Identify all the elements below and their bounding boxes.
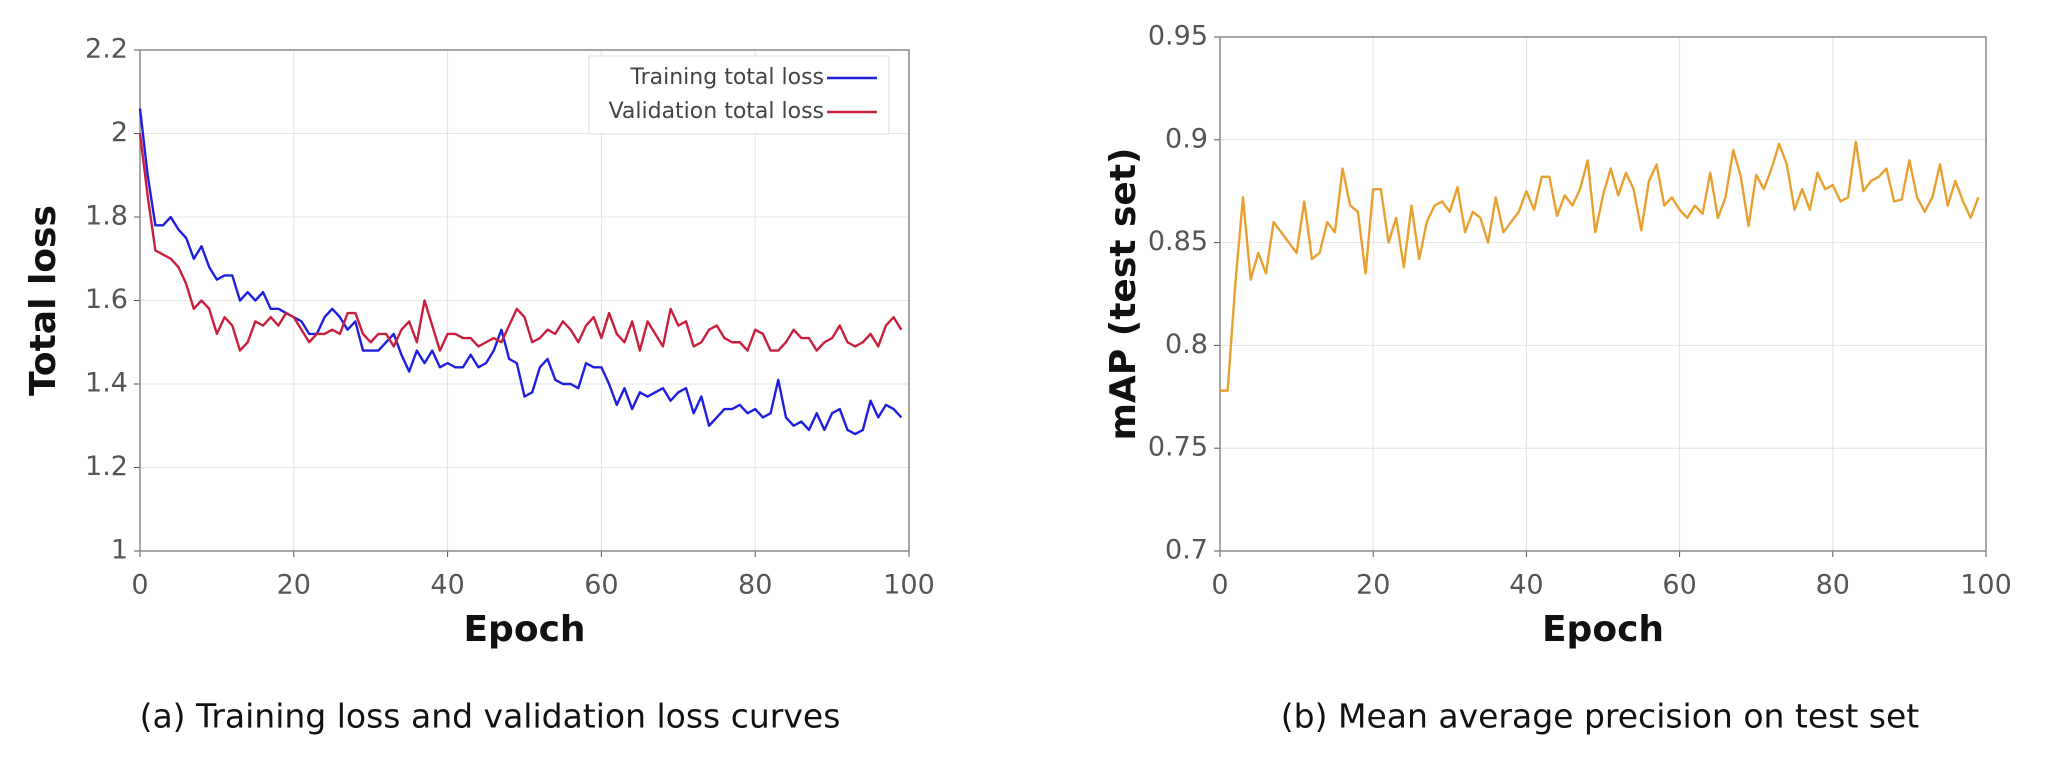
x-tick-label: 0 bbox=[131, 570, 148, 601]
y-tick-label: 0.9 bbox=[1165, 123, 1208, 154]
caption: (a) Training loss and validation loss cu… bbox=[140, 697, 841, 736]
caption: (b) Mean average precision on test set bbox=[1281, 697, 1919, 736]
y-tick-label: 2.2 bbox=[85, 34, 128, 65]
x-tick-label: 80 bbox=[738, 570, 772, 601]
y-tick-label: 0.85 bbox=[1148, 226, 1208, 257]
y-tick-label: 0.7 bbox=[1165, 535, 1208, 566]
x-tick-label: 100 bbox=[883, 570, 935, 601]
x-tick-label: 20 bbox=[1356, 570, 1390, 601]
plot-frame bbox=[1219, 36, 1987, 552]
y-tick-label: 1.4 bbox=[85, 368, 128, 399]
legend-label: Validation total loss bbox=[609, 99, 824, 124]
x-axis-label: Epoch bbox=[1542, 609, 1664, 650]
data-line bbox=[138, 133, 903, 352]
x-tick-label: 60 bbox=[1662, 570, 1696, 601]
legend-box bbox=[588, 55, 890, 135]
x-tick-label: 80 bbox=[1816, 570, 1850, 601]
y-tick-label: 2 bbox=[111, 117, 128, 148]
y-tick-label: 1.2 bbox=[85, 451, 128, 482]
y-tick-label: 0.75 bbox=[1148, 432, 1208, 463]
x-tick-label: 40 bbox=[430, 570, 464, 601]
y-tick-label: 0.8 bbox=[1165, 329, 1208, 360]
x-tick-label: 60 bbox=[584, 570, 618, 601]
x-tick-label: 20 bbox=[277, 570, 311, 601]
y-tick-label: 1.8 bbox=[85, 201, 128, 232]
y-axis-label: Total loss bbox=[23, 205, 64, 396]
y-tick-label: 1 bbox=[111, 535, 128, 566]
y-axis-label: mAP (test set) bbox=[1103, 147, 1144, 440]
x-axis-label: Epoch bbox=[463, 609, 585, 650]
plot-frame bbox=[139, 49, 910, 552]
data-line bbox=[138, 108, 903, 436]
y-tick-label: 1.6 bbox=[85, 284, 128, 315]
x-tick-label: 0 bbox=[1211, 570, 1228, 601]
x-tick-label: 40 bbox=[1509, 570, 1543, 601]
data-line bbox=[1220, 140, 1980, 392]
legend-label: Training total loss bbox=[629, 65, 824, 90]
y-tick-label: 0.95 bbox=[1148, 21, 1208, 52]
x-tick-label: 100 bbox=[1960, 570, 2012, 601]
